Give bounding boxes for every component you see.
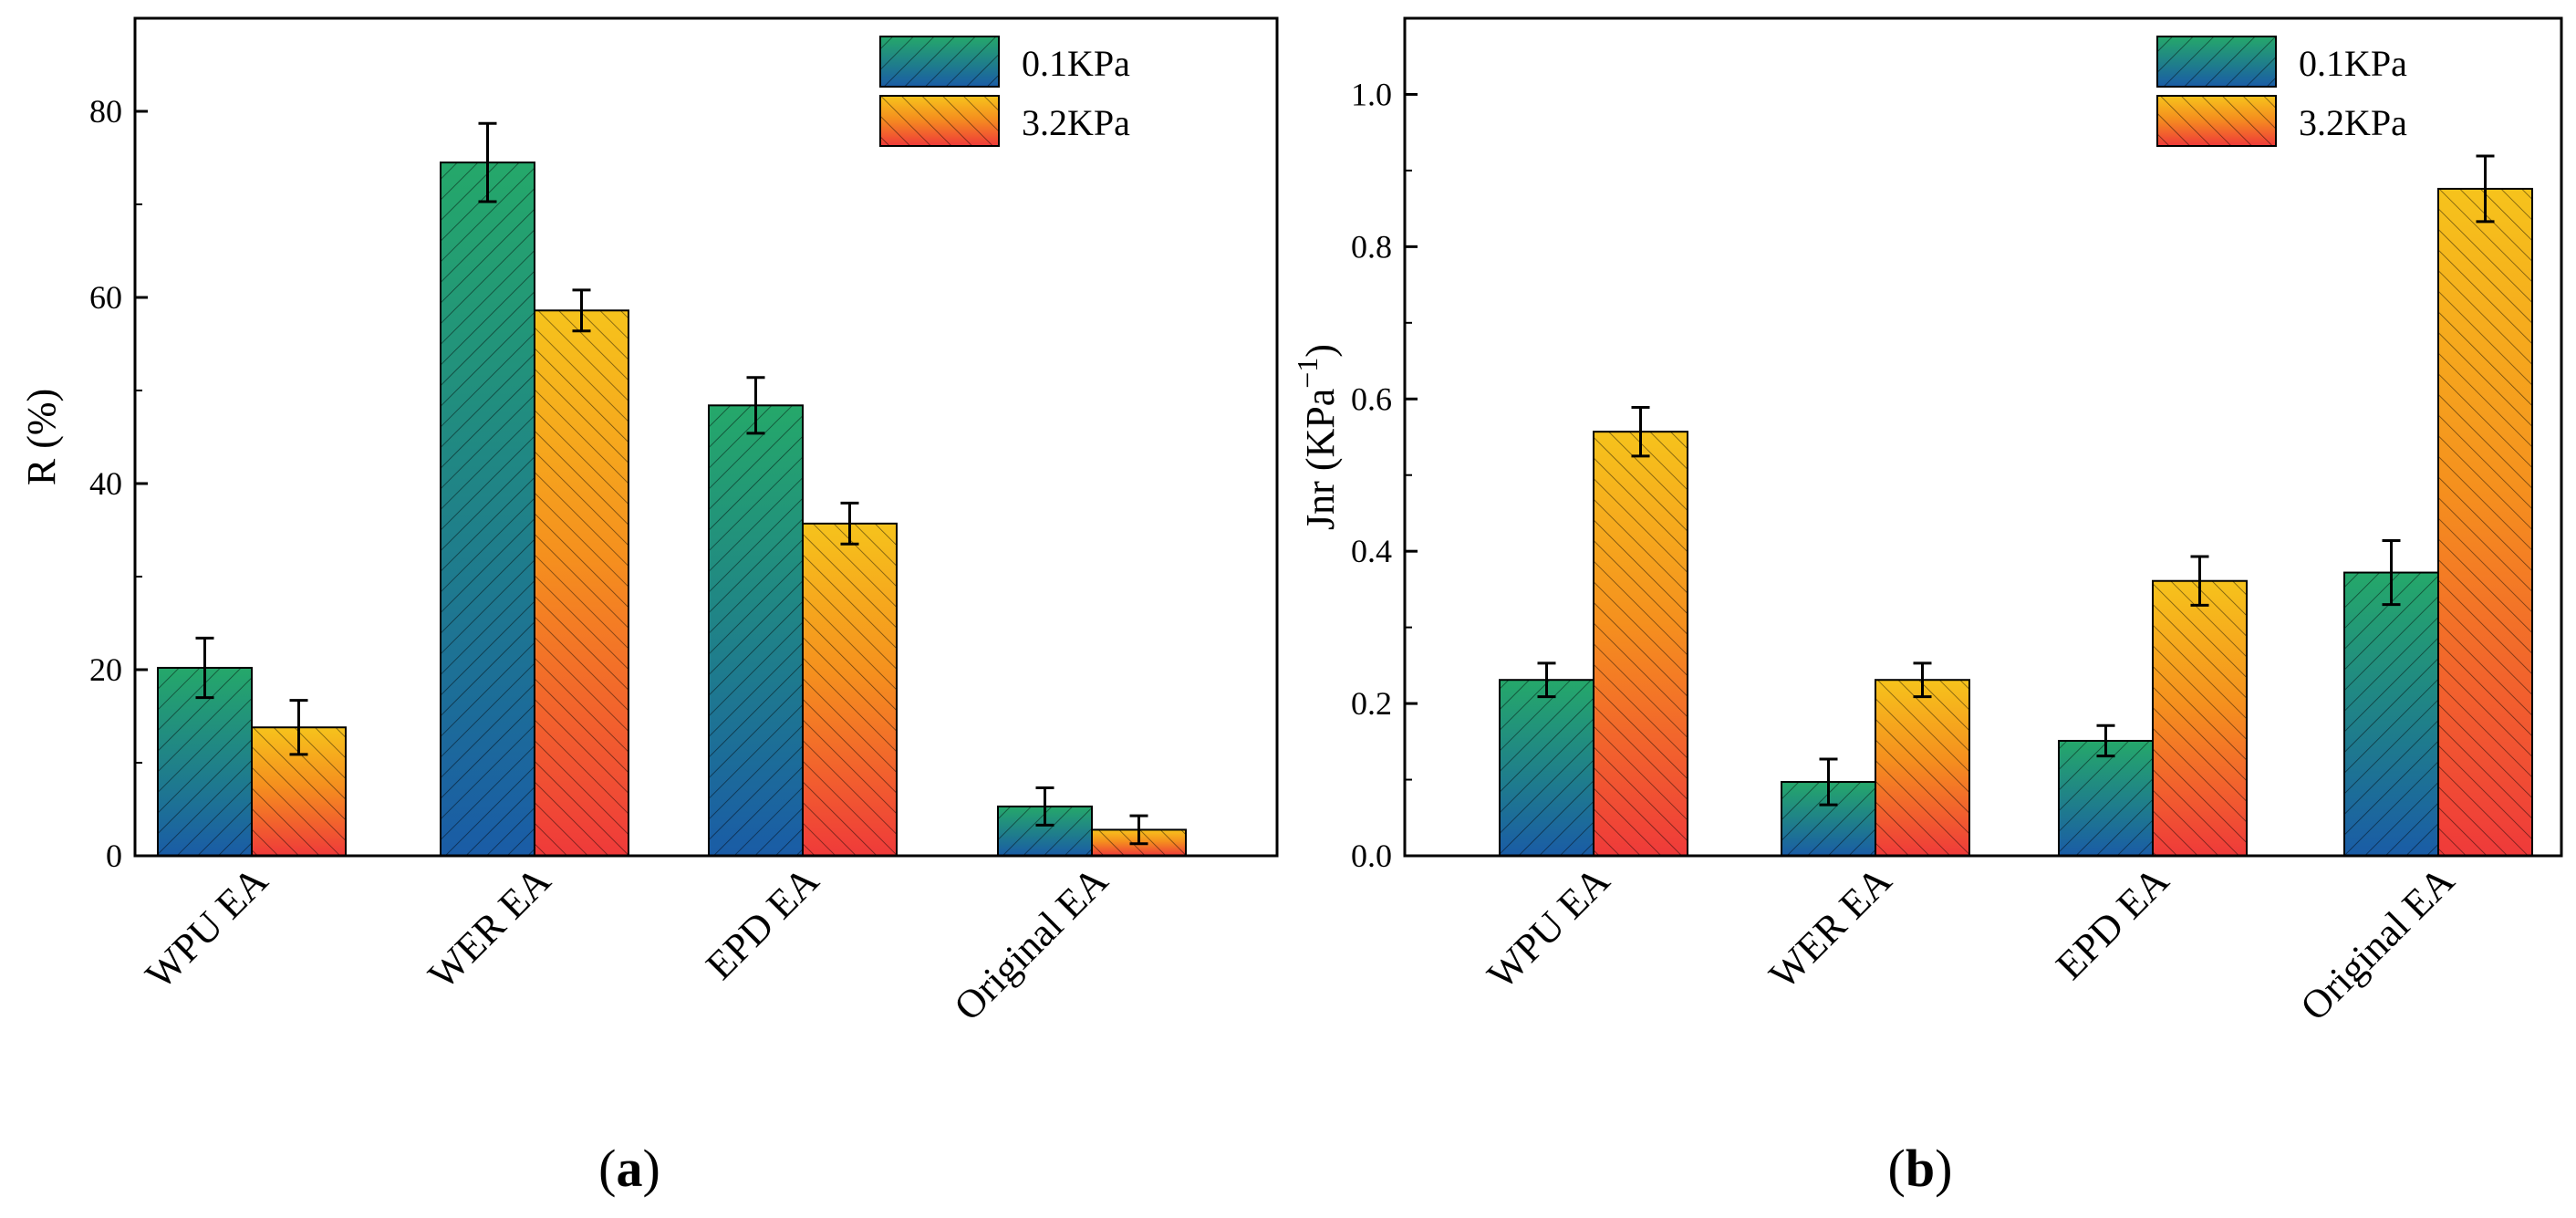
- bar-hatch-b-0-0: [1500, 680, 1594, 856]
- xtick-label-b-3: Original EA: [2291, 858, 2463, 1029]
- errorbar-a-1-1: [572, 288, 591, 333]
- bar-hatch-b-1-0: [1594, 432, 1688, 856]
- errorbar-b-1-2: [2190, 555, 2209, 607]
- errorbar-a-0-0: [195, 636, 214, 700]
- ytick-label-b-2: 0.4: [1351, 533, 1392, 569]
- errorbar-b-0-3: [2382, 538, 2401, 607]
- errorbar-b-0-1: [1819, 757, 1838, 807]
- bar-hatch-b-1-1: [1875, 680, 1969, 856]
- bar-hatch-b-0-2: [2059, 740, 2153, 856]
- chart-b-ylabel-main: Jnr (KPa: [1298, 389, 1343, 530]
- legend-b-swatch-0-hatch: [2157, 36, 2276, 87]
- errorbar-b-1-1: [1913, 661, 1932, 699]
- chart-a-legend: 0.1KPa 3.2KPa: [879, 36, 1130, 147]
- errorbar-b-0-2: [2096, 724, 2115, 758]
- legend-b-label-1: 3.2KPa: [2299, 102, 2407, 143]
- panel-a-letter: a: [617, 1139, 643, 1198]
- chart-b-ylabel: Jnr (KPa−1): [1291, 344, 1343, 530]
- chart-b-ylabel-close: ): [1298, 344, 1343, 358]
- chart-b-marks: 0.0 0.2 0.4 0.6 0.8 1.0 WPU EA WER EA EPD EA Orig…: [1351, 17, 2533, 1029]
- chart-a-frame: [133, 16, 1279, 858]
- chart-b-legend: 0.1KPa 3.2KPa: [2156, 36, 2407, 147]
- xtick-label-b-0: WPU EA: [1479, 858, 1618, 997]
- ytick-label-a-4: 80: [89, 93, 122, 130]
- ytick-label-a-0: 0: [106, 838, 122, 874]
- legend-a-label-0: 0.1KPa: [1022, 43, 1130, 84]
- bar-hatch-b-1-3: [2438, 188, 2532, 857]
- chart-b-ylabel-sup: −1: [1291, 358, 1324, 389]
- legend-b-label-0: 0.1KPa: [2299, 43, 2407, 84]
- errorbar-b-1-3: [2476, 154, 2495, 224]
- errorbar-a-1-0: [289, 699, 308, 756]
- ytick-label-b-3: 0.6: [1351, 380, 1392, 417]
- xtick-label-a-3: Original EA: [945, 858, 1117, 1029]
- chart-a-marks: 0 20 40 60 80 WPU EA WER EA EPD EA Original EA: [89, 17, 1187, 1029]
- panel-b-letter: b: [1906, 1139, 1935, 1198]
- panel-a-caption: (a): [598, 1139, 660, 1198]
- ytick-label-a-1: 20: [89, 651, 122, 688]
- ytick-label-a-2: 40: [89, 465, 122, 502]
- bar-hatch-a-0-2: [709, 405, 803, 856]
- panel-b-caption: (b): [1888, 1139, 1953, 1198]
- chart-panel-b: 0.0 0.2 0.4 0.6 0.8 1.0 WPU EA WER EA EPD EA Orig…: [1291, 16, 2563, 1198]
- bar-hatch-b-1-2: [2153, 580, 2247, 856]
- legend-b-swatch-1-hatch: [2157, 96, 2276, 146]
- errorbar-b-1-0: [1631, 405, 1650, 458]
- bar-hatch-a-0-0: [158, 667, 252, 856]
- errorbar-a-0-3: [1035, 786, 1054, 827]
- bar-hatch-a-0-1: [441, 162, 535, 857]
- errorbar-b-0-0: [1537, 661, 1556, 699]
- bar-hatch-a-1-1: [535, 310, 628, 856]
- errorbar-a-0-1: [478, 121, 497, 203]
- chart-panel-a: 0 20 40 60 80 WPU EA WER EA EPD EA Original EA R…: [19, 16, 1279, 1198]
- chart-b-frame: [1403, 16, 2563, 858]
- errorbar-a-1-3: [1129, 814, 1148, 846]
- ytick-label-b-1: 0.2: [1351, 685, 1392, 722]
- legend-a-label-1: 3.2KPa: [1022, 102, 1130, 143]
- ytick-label-b-5: 1.0: [1351, 76, 1392, 112]
- xtick-label-a-2: EPD EA: [697, 858, 827, 988]
- legend-a-swatch-1-hatch: [880, 96, 999, 146]
- legend-a-swatch-0-hatch: [880, 36, 999, 87]
- chart-a-ylabel: R (%): [19, 389, 64, 485]
- xtick-label-b-2: EPD EA: [2047, 858, 2177, 988]
- xtick-label-a-1: WER EA: [420, 858, 559, 997]
- bar-hatch-b-0-3: [2344, 572, 2438, 856]
- xtick-label-a-0: WPU EA: [137, 858, 276, 997]
- xtick-label-b-1: WER EA: [1761, 858, 1900, 997]
- ytick-label-a-3: 60: [89, 279, 122, 316]
- ytick-label-b-4: 0.8: [1351, 228, 1392, 265]
- errorbar-a-1-2: [840, 501, 859, 546]
- errorbar-a-0-2: [746, 376, 765, 435]
- ytick-label-b-0: 0.0: [1351, 838, 1392, 874]
- bar-hatch-a-1-2: [803, 523, 897, 856]
